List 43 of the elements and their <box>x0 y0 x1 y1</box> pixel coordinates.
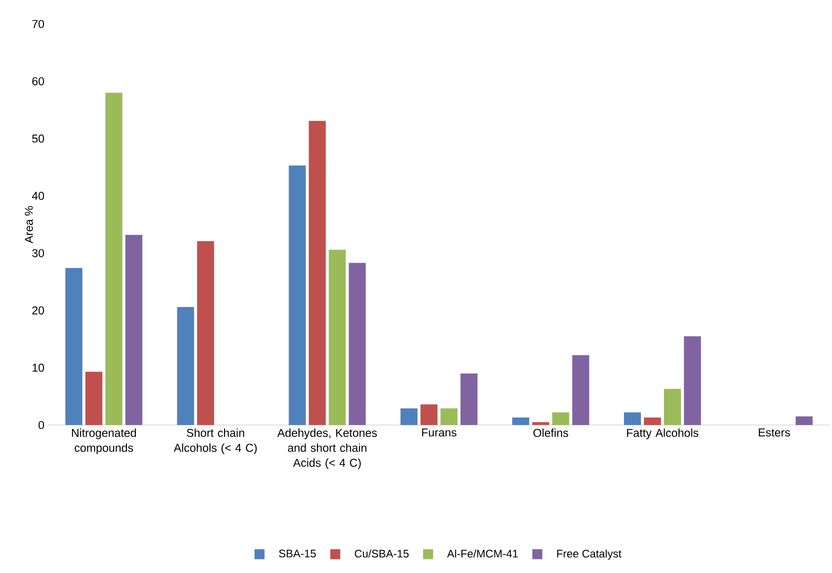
legend-label: Free Catalyst <box>557 549 622 560</box>
bar <box>288 165 306 425</box>
bar <box>105 92 122 425</box>
bar <box>644 418 661 425</box>
bar <box>308 120 326 425</box>
bar <box>85 372 102 425</box>
x-tick-label: Adehydes, Ketones and short chain Acids (< 4 C) <box>277 428 377 470</box>
legend-label: Cu/SBA-15 <box>354 549 409 558</box>
legend-label: SBA-15 <box>279 550 316 558</box>
bar <box>624 412 641 425</box>
y-axis-title: Area % <box>24 206 33 244</box>
bar <box>65 268 82 425</box>
y-tick-label: 10 <box>32 364 44 372</box>
x-tick-label: Short chain Alcohols (< 4 C) <box>174 428 257 454</box>
legend-label: Al-Fe/MCM-41 <box>447 549 518 558</box>
bar <box>512 418 530 425</box>
x-tick-label: Fatty Alcohols <box>627 428 698 440</box>
y-tick-label: 70 <box>32 20 44 28</box>
y-tick-label: 30 <box>32 249 44 258</box>
bar <box>328 250 346 425</box>
y-tick-label: 50 <box>32 134 44 143</box>
y-tick-label: 20 <box>32 306 44 314</box>
bar <box>125 234 142 425</box>
x-tick-label: Furans <box>422 428 456 437</box>
bar <box>420 404 438 425</box>
y-tick-label: 40 <box>32 192 44 200</box>
bar <box>400 408 418 425</box>
bar <box>197 241 214 425</box>
bar <box>684 336 701 425</box>
y-tick-label: 60 <box>32 77 44 86</box>
bar <box>440 408 458 425</box>
bar <box>664 388 681 425</box>
bar <box>460 373 478 425</box>
bar <box>532 422 550 425</box>
x-tick-label: Olefins <box>533 428 568 437</box>
bar <box>177 306 194 425</box>
bar <box>552 412 570 425</box>
y-tick-label: 0 <box>38 420 44 430</box>
bar <box>796 416 813 425</box>
bar <box>572 355 590 425</box>
x-tick-label: Esters <box>758 428 790 437</box>
x-tick-label: Nitrogenated compounds <box>72 428 136 454</box>
bar <box>348 262 366 425</box>
